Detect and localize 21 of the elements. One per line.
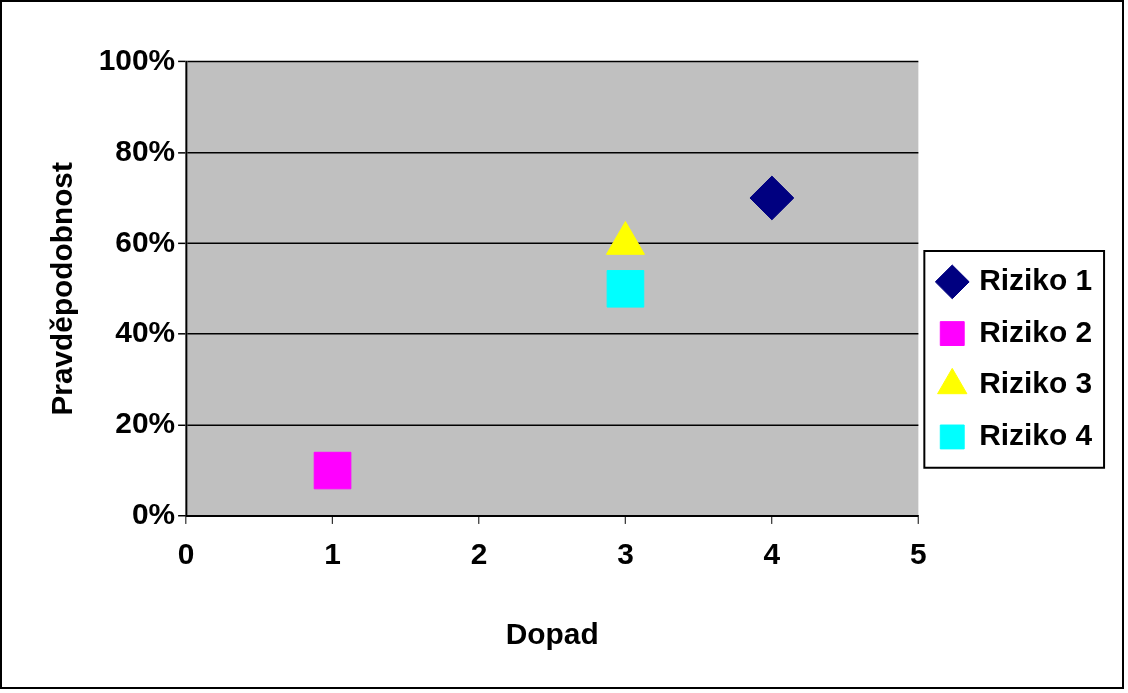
y-tick-label: 0% <box>131 497 176 531</box>
legend-label: Riziko 3 <box>979 366 1093 400</box>
y-axis-title: Pravděpodobnost <box>44 162 79 416</box>
point <box>606 270 645 308</box>
x-tick-label: 3 <box>617 537 634 570</box>
legend-label: Riziko 2 <box>979 314 1093 348</box>
y-tick-label: 80% <box>115 133 176 167</box>
y-tick-label: 100% <box>98 42 176 76</box>
x-tick-label: 5 <box>910 537 927 570</box>
x-axis-title: Dopad <box>505 616 599 650</box>
point <box>313 451 352 490</box>
x-tick-label: 2 <box>470 537 488 570</box>
x-tick-label: 1 <box>324 537 341 570</box>
legend-label: Riziko 1 <box>979 263 1093 297</box>
x-tick-label: 0 <box>177 537 195 570</box>
point <box>749 175 795 221</box>
legend-label: Riziko 4 <box>979 418 1093 452</box>
x-tick-label: 4 <box>763 537 781 570</box>
y-tick-label: 40% <box>115 315 176 349</box>
y-tick-label: 60% <box>115 224 176 258</box>
y-tick-label: 20% <box>115 406 176 440</box>
